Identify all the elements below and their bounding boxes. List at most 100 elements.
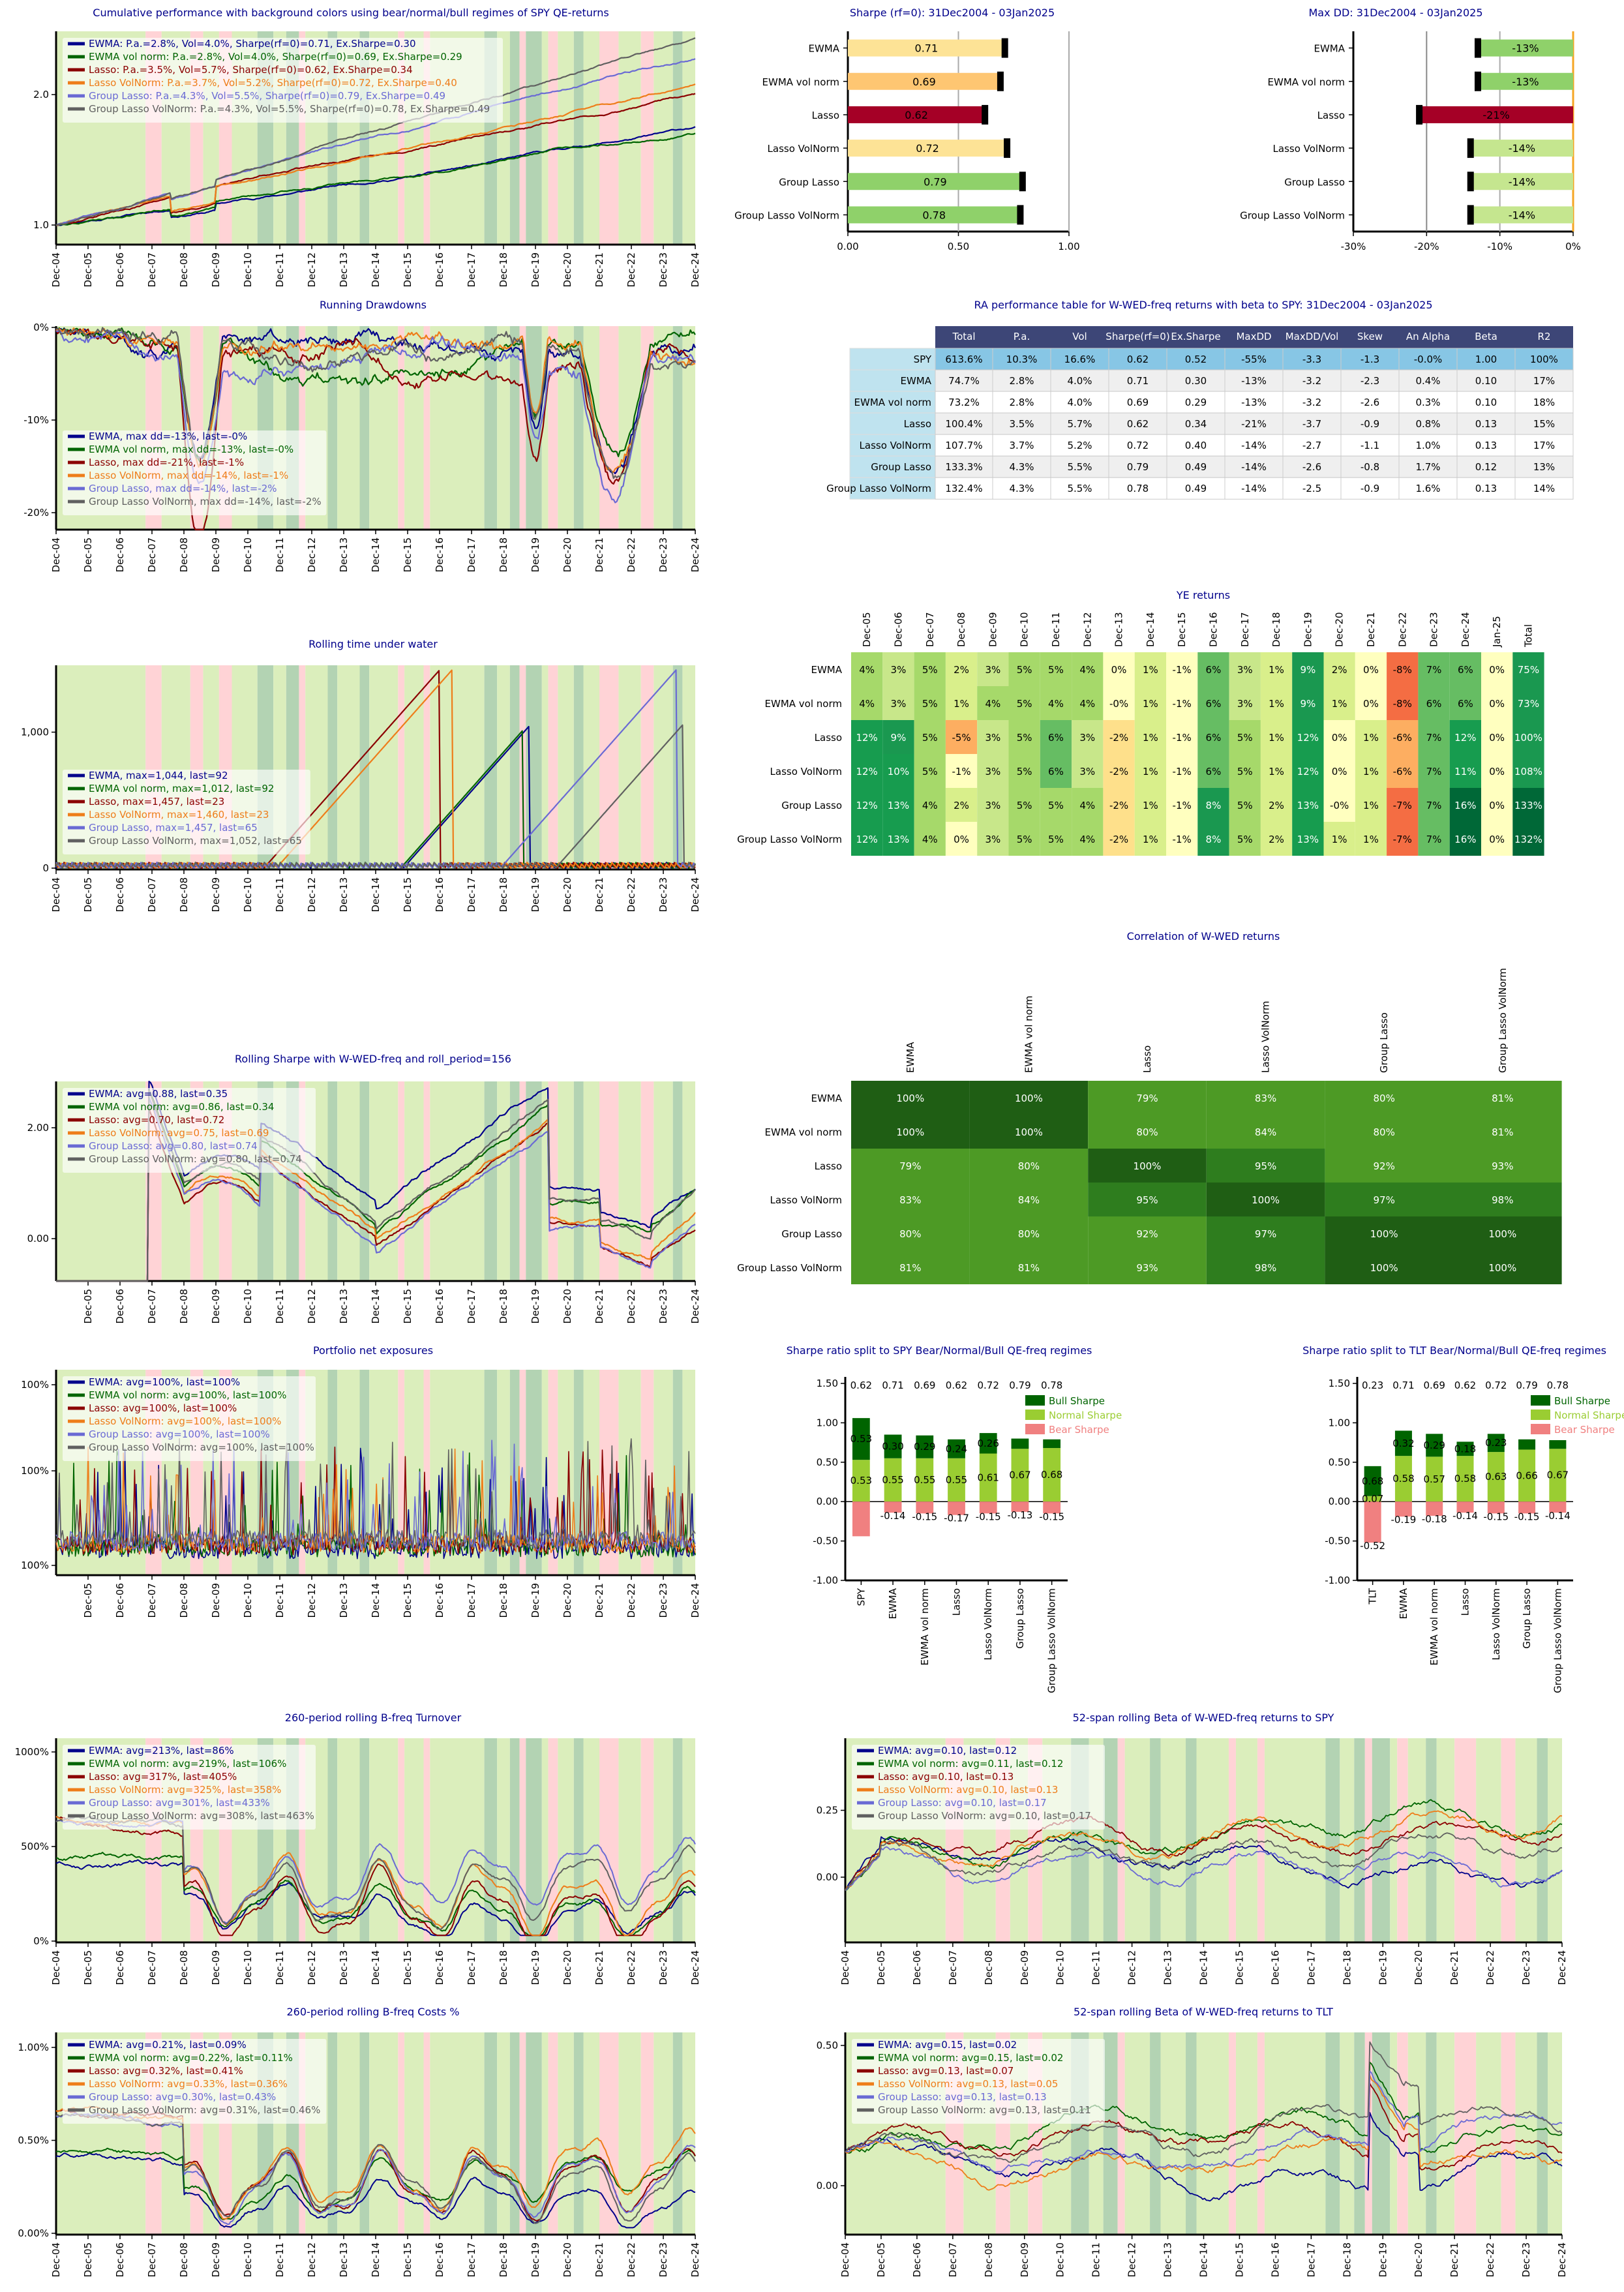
ye-column-label: Dec-08 — [955, 612, 967, 647]
bspy-x-tick-label: Dec-17 — [1305, 1950, 1317, 1985]
ye-cell-label: 5% — [1048, 800, 1064, 811]
ye-cell-label: -0% — [1330, 800, 1349, 811]
ye-column-label: Dec-24 — [1460, 612, 1471, 647]
ye-cell-label: 1% — [1363, 800, 1379, 811]
ra-table-cell: 107.7% — [945, 440, 982, 451]
tlt_regime_sharpe-bear-label: -0.15 — [1483, 1511, 1509, 1522]
ye-row-label: Group Lasso — [781, 800, 842, 811]
to-regime-band — [360, 1738, 370, 1942]
btlt-x-tick-label: Dec-08 — [983, 2242, 995, 2278]
ra-table-cell: -2.7 — [1302, 440, 1321, 451]
sharpe-bar-cap — [997, 72, 1004, 91]
tlt_regime_sharpe-category-label: Lasso VolNorm — [1490, 1588, 1502, 1660]
ye-cell-label: -8% — [1393, 698, 1412, 710]
ra-table-cell: 74.7% — [948, 375, 980, 387]
ye-cell-label: -7% — [1393, 800, 1412, 811]
ra-table-cell: 14% — [1533, 483, 1555, 494]
ye-cell-label: 7% — [1426, 766, 1442, 777]
co-x-tick-label: Dec-08 — [178, 2242, 190, 2278]
ye-cell-label: 2% — [954, 664, 969, 676]
btlt-regime-band — [1197, 2032, 1229, 2235]
cum-regime-band — [574, 31, 584, 245]
corr-cell-label: 100% — [896, 1126, 924, 1138]
corr-column-label: Group Lasso VolNorm — [1497, 968, 1509, 1073]
dd-regime-band — [369, 326, 398, 530]
ra-table-cell: 0.10 — [1475, 397, 1497, 408]
ye-cell-label: 4% — [859, 664, 875, 676]
ra-table-cell: 0.72 — [1127, 440, 1149, 451]
ye-cell-label: 1% — [1143, 732, 1158, 744]
ye-cell-label: 3% — [1079, 732, 1095, 744]
maxdd-panel: -30% -20% -10% 0%-13%EWMA-13%EWMA vol norm-… — [1240, 31, 1581, 252]
ye-column-label: Dec-14 — [1145, 612, 1156, 647]
ne-x-tick-label: Dec-11 — [274, 1583, 286, 1618]
bspy-x-tick-label: Dec-23 — [1520, 1950, 1532, 1985]
rs-regime-band — [485, 1081, 498, 1281]
bspy-regime-band — [1426, 1738, 1436, 1942]
ye-cell-label: -5% — [952, 732, 970, 744]
ra-table-cell: 0.62 — [1127, 354, 1149, 365]
tlt_regime_sharpe-normal-label: 0.63 — [1485, 1471, 1507, 1483]
ra-table-row-label: Lasso VolNorm — [860, 440, 931, 451]
spy_regime_sharpe-y-tick-label: 1.50 — [817, 1378, 838, 1389]
ne-legend-label: Lasso VolNorm: avg=100%, last=100% — [89, 1415, 281, 1427]
ye-cell-label: -1% — [952, 766, 970, 777]
spy_regime_sharpe-category-label: SPY — [855, 1588, 867, 1606]
maxdd-category-label: EWMA vol norm — [1268, 76, 1345, 88]
ye-cell-label: -1% — [1173, 732, 1192, 744]
ye-cell-label: 1% — [1269, 766, 1284, 777]
ye-cell-label: 12% — [1297, 766, 1319, 777]
sharpe-category-label: Group Lasso — [779, 176, 839, 188]
rs-regime-band — [682, 1081, 695, 1281]
ye-cell-label: 0% — [1489, 834, 1505, 845]
bspy-x-tick-label: Dec-12 — [1126, 1950, 1138, 1985]
btlt-x-tick-label: Dec-05 — [875, 2242, 887, 2278]
ne-x-tick-label: Dec-22 — [625, 1583, 637, 1618]
tlt_regime_sharpe-legend-swatch — [1531, 1424, 1550, 1434]
spy_regime_sharpe-normal-label: 0.55 — [914, 1474, 935, 1486]
dd-legend-label: Group Lasso VolNorm, max dd=-14%, last=-… — [89, 496, 322, 507]
ye-cell-label: 0% — [954, 834, 969, 845]
ra-table-header-cell: Beta — [1475, 331, 1497, 342]
ye-cell-label: 2% — [1269, 834, 1284, 845]
corr-row-label: Group Lasso VolNorm — [737, 1262, 842, 1274]
ra-table-cell: 132.4% — [945, 483, 982, 494]
tuw-legend-label: Lasso VolNorm, max=1,460, last=23 — [89, 809, 269, 821]
maxdd-bar-cap — [1467, 205, 1474, 224]
ne-y-tick-label: 100% — [21, 1560, 49, 1571]
to-x-tick-label: Dec-23 — [657, 1950, 669, 1985]
tuw-x-tick-label: Dec-16 — [434, 877, 445, 912]
dd-x-tick-label: Dec-04 — [50, 537, 62, 573]
bspy-x-tick-label: Dec-05 — [875, 1950, 887, 1985]
corr-cell-label: 80% — [1018, 1228, 1040, 1240]
corr-cell-label: 93% — [1492, 1160, 1513, 1172]
cum-legend-label: Lasso: P.a.=3.5%, Vol=5.7%, Sharpe(rf=0)… — [89, 64, 413, 76]
ne-x-tick-label: Dec-23 — [657, 1583, 669, 1618]
ye-column-label: Dec-07 — [924, 612, 936, 647]
spy_regime_sharpe-bull-label: 0.26 — [978, 1438, 999, 1449]
tuw-regime-band — [542, 665, 549, 869]
tuw-regime-band — [558, 665, 574, 869]
btlt-regime-band — [1118, 2032, 1125, 2235]
ye-cell-label: -1% — [1173, 698, 1192, 710]
tuw-x-tick-label: Dec-24 — [689, 877, 701, 912]
tlt_regime_sharpe-normal-label: 0.58 — [1454, 1473, 1476, 1485]
bspy-x-tick-label: Dec-14 — [1198, 1950, 1210, 1985]
cum-x-tick-label: Dec-16 — [434, 252, 445, 288]
ra-table-cell: -14% — [1241, 483, 1267, 494]
rs-x-tick-label: Dec-05 — [82, 1289, 94, 1324]
ye-column-label: Dec-21 — [1365, 612, 1377, 647]
rs-legend-label: Lasso: avg=0.70, last=0.72 — [89, 1114, 224, 1126]
to-regime-band — [404, 1738, 423, 1942]
btlt-y-tick-label: 0.50 — [817, 2040, 838, 2051]
ye-cell-label: 12% — [856, 766, 877, 777]
co-x-tick-label: Dec-11 — [274, 2242, 286, 2278]
to-x-tick-label: Dec-10 — [242, 1950, 254, 1985]
dd-x-tick-label: Dec-16 — [434, 537, 445, 573]
co-regime-band — [369, 2032, 398, 2235]
co-legend-label: EWMA: avg=0.21%, last=0.09% — [89, 2039, 247, 2051]
sharpe-bar-cap — [982, 105, 988, 125]
co-x-tick-label: Dec-17 — [466, 2242, 477, 2278]
co-regime-band — [430, 2032, 484, 2235]
bspy-regime-band — [1229, 1738, 1236, 1942]
